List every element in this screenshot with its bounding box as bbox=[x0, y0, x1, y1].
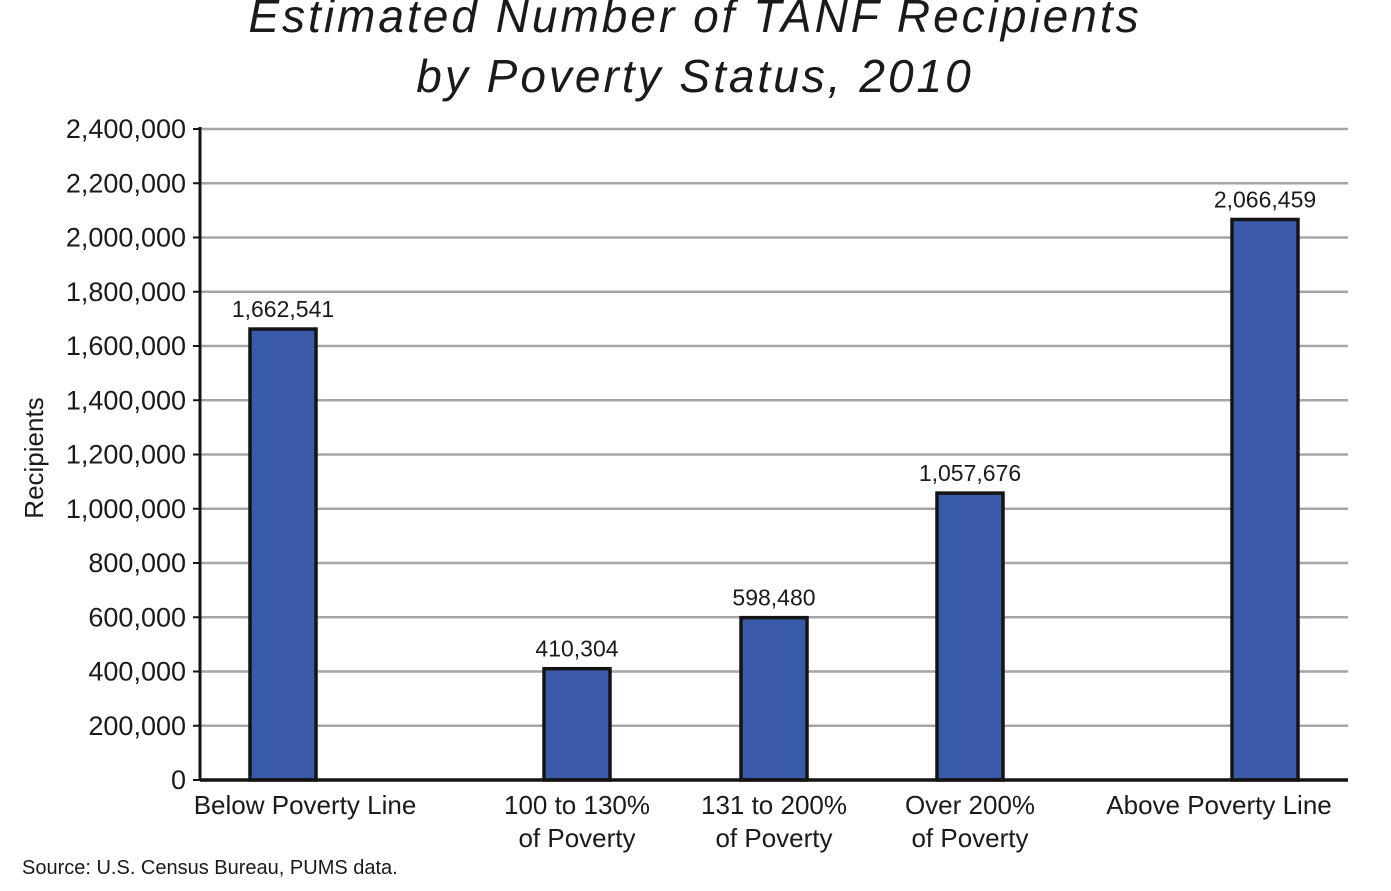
bars bbox=[248, 217, 1300, 782]
y-tick-label: 600,000 bbox=[88, 602, 186, 632]
x-axis-ticks: Below Poverty Line 100 to 130%of Poverty1… bbox=[194, 790, 1332, 853]
y-tick-label: 400,000 bbox=[88, 657, 186, 687]
chart-title-line-2: by Poverty Status, 2010 bbox=[416, 50, 973, 102]
bar bbox=[739, 615, 809, 782]
x-tick-label: Over 200% bbox=[905, 790, 1035, 820]
x-tick-label: of Poverty bbox=[715, 823, 832, 853]
x-tick-label: of Poverty bbox=[911, 823, 1028, 853]
bar bbox=[542, 666, 612, 782]
y-tick-label: 1,000,000 bbox=[66, 494, 186, 524]
y-tick-label: 1,800,000 bbox=[66, 277, 186, 307]
data-labels: 1,662,541 410,304 598,480 1,057,676 2,066,45… bbox=[232, 186, 1316, 661]
x-tick-label: Below Poverty Line bbox=[194, 790, 417, 820]
y-tick-label: 800,000 bbox=[88, 548, 186, 578]
data-label: 410,304 bbox=[535, 636, 618, 662]
gridlines bbox=[200, 127, 1348, 727]
x-tick-label: Above Poverty Line bbox=[1106, 790, 1331, 820]
y-axis-ticks: 0 200,000 400,000 600,000 800,000 1,000,000 1,… bbox=[66, 114, 200, 795]
x-tick-label: 100 to 130% bbox=[504, 790, 650, 820]
bar bbox=[1230, 217, 1300, 782]
bar bbox=[248, 327, 318, 782]
y-tick-label: 200,000 bbox=[88, 711, 186, 741]
bar bbox=[935, 491, 1005, 782]
x-tick-label: of Poverty bbox=[518, 823, 635, 853]
axes bbox=[198, 127, 1348, 782]
y-tick-label: 1,400,000 bbox=[66, 385, 186, 415]
data-label: 1,662,541 bbox=[232, 296, 334, 322]
y-tick-label: 1,200,000 bbox=[66, 440, 186, 470]
y-tick-label: 2,400,000 bbox=[66, 114, 186, 144]
y-tick-label: 1,600,000 bbox=[66, 331, 186, 361]
y-tick-label: 2,200,000 bbox=[66, 168, 186, 198]
x-tick-label: 131 to 200% bbox=[701, 790, 847, 820]
data-label: 1,057,676 bbox=[919, 460, 1021, 486]
y-tick-label: 0 bbox=[171, 765, 186, 795]
chart-title: Estimated Number of TANF Recipients by P… bbox=[248, 0, 1141, 102]
y-axis-label: Recipients bbox=[19, 397, 49, 518]
data-label: 598,480 bbox=[732, 585, 815, 611]
chart-title-line-1: Estimated Number of TANF Recipients bbox=[248, 0, 1141, 42]
data-label: 2,066,459 bbox=[1214, 186, 1316, 212]
source-note: Source: U.S. Census Bureau, PUMS data. bbox=[22, 857, 398, 879]
y-tick-label: 2,000,000 bbox=[66, 223, 186, 253]
